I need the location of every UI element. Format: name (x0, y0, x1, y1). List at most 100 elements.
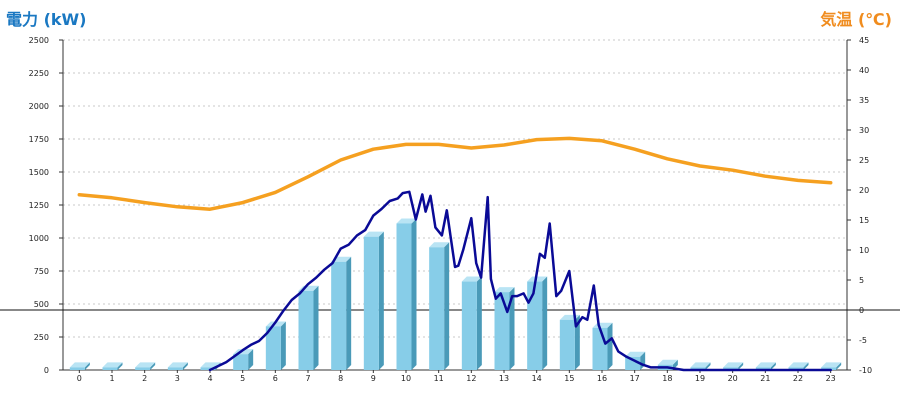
bar-top (102, 362, 123, 368)
bar (396, 223, 412, 370)
bar-side (542, 276, 548, 370)
x-tick-label: 2 (142, 374, 147, 383)
power-line (208, 190, 832, 372)
left-tick-label: 1000 (29, 234, 49, 243)
right-tick-label: 20 (859, 186, 869, 195)
x-tick-label: 7 (305, 374, 310, 383)
right-tick-label: 40 (859, 66, 869, 75)
bar (755, 367, 771, 370)
x-tick-label: 21 (760, 374, 770, 383)
bar (363, 236, 379, 370)
x-tick-label: 16 (597, 374, 607, 383)
bar-side (411, 218, 417, 370)
right-tick-label: 10 (859, 246, 869, 255)
bar (331, 261, 347, 370)
x-tick-label: 22 (793, 374, 803, 383)
bar (135, 367, 151, 370)
right-axis-title: 気温 (℃) (820, 10, 892, 29)
x-tick-label: 18 (662, 374, 672, 383)
bar-top (265, 321, 286, 327)
bar-top (723, 362, 744, 368)
bar-side (84, 362, 90, 370)
left-tick-label: 500 (34, 300, 49, 309)
bar-side (705, 362, 711, 370)
left-axis-title: 電力 (kW) (6, 10, 87, 29)
bar-side (280, 321, 286, 370)
bar (821, 367, 837, 370)
bar (265, 326, 281, 370)
x-tick-label: 8 (338, 374, 343, 383)
bar-side (444, 242, 450, 370)
bar (625, 356, 641, 370)
bar-side (836, 362, 842, 370)
bar (429, 247, 445, 370)
bar (200, 367, 216, 370)
temperature-line (77, 136, 833, 211)
x-tick-label: 10 (401, 374, 411, 383)
x-tick-label: 9 (371, 374, 376, 383)
bar-top (69, 362, 90, 368)
x-tick-label: 4 (207, 374, 212, 383)
bar-top (788, 362, 809, 368)
left-tick-label: 2000 (29, 102, 49, 111)
bar-top (135, 362, 156, 368)
right-tick-label: -10 (859, 366, 872, 375)
left-tick-label: 750 (34, 267, 49, 276)
bar-side (313, 285, 319, 370)
x-tick-label: 5 (240, 374, 245, 383)
bar (461, 281, 477, 370)
x-tick-label: 17 (630, 374, 640, 383)
bar-side (770, 362, 776, 370)
right-tick-label: 15 (859, 216, 869, 225)
bar-side (182, 362, 188, 370)
bar-side (607, 322, 613, 370)
bar-top (690, 362, 711, 368)
bar-top (429, 242, 450, 248)
bar-side (117, 362, 123, 370)
bar-top (625, 351, 646, 357)
bar-top (657, 359, 678, 365)
left-tick-label: 1500 (29, 168, 49, 177)
bar-side (248, 349, 254, 370)
bar (723, 367, 739, 370)
x-tick-label: 20 (728, 374, 738, 383)
left-tick-label: 1750 (29, 135, 49, 144)
right-tick-label: 25 (859, 156, 869, 165)
bar (69, 367, 85, 370)
right-tick-label: 45 (859, 36, 869, 45)
bar (559, 319, 575, 370)
right-tick-label: -5 (859, 336, 867, 345)
bar-top (167, 362, 188, 368)
bar (167, 367, 183, 370)
bar-top (494, 287, 515, 293)
bar-top (527, 276, 548, 282)
left-tick-label: 250 (34, 333, 49, 342)
bar-side (346, 256, 352, 370)
bar-top (363, 231, 384, 237)
bar-side (803, 362, 809, 370)
x-tick-label: 1 (109, 374, 114, 383)
x-tick-label: 13 (499, 374, 509, 383)
left-tick-label: 0 (44, 366, 49, 375)
bar (494, 292, 510, 370)
right-tick-label: 30 (859, 126, 869, 135)
bar-side (509, 287, 515, 370)
x-tick-label: 6 (273, 374, 278, 383)
bar-top (396, 218, 417, 224)
bar (102, 367, 118, 370)
bar (788, 367, 804, 370)
x-tick-label: 14 (532, 374, 542, 383)
bar-side (150, 362, 156, 370)
bar-side (378, 231, 384, 370)
x-tick-label: 19 (695, 374, 705, 383)
x-tick-label: 3 (175, 374, 180, 383)
bar-side (574, 314, 580, 370)
left-tick-label: 1250 (29, 201, 49, 210)
right-tick-label: 5 (859, 276, 864, 285)
bar (233, 354, 249, 370)
bar (298, 290, 314, 370)
bar (527, 281, 543, 370)
bar-side (738, 362, 744, 370)
